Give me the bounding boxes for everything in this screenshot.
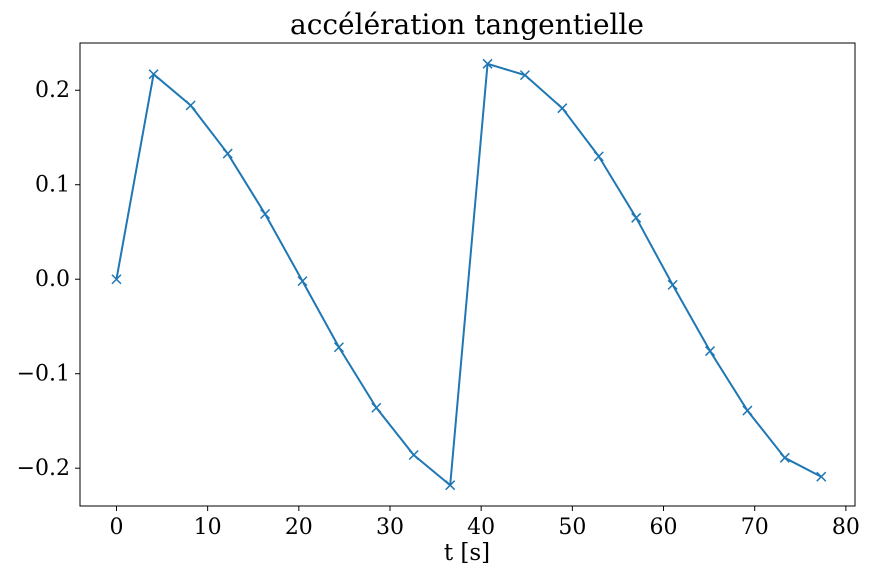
x-tick-label: 40	[467, 515, 495, 540]
data-point-marker	[816, 471, 827, 482]
plot-area: 0 10 20 30 40 50 60 70 80 −0.2 −0.1 0.0 0.1 0.2	[17, 42, 860, 540]
y-tick-label: 0.0	[35, 267, 70, 292]
marker-stroke	[222, 148, 233, 159]
marker-stroke	[297, 276, 308, 287]
y-tick-label: 0.2	[35, 78, 70, 103]
x-tick-label: 0	[109, 515, 123, 540]
y-tick-label: 0.1	[35, 173, 70, 198]
y-tick-label: −0.2	[17, 456, 70, 481]
data-point-marker	[333, 342, 344, 353]
data-point-marker	[667, 279, 678, 290]
data-point-marker	[222, 148, 233, 159]
data-point-marker	[185, 100, 196, 111]
marker-stroke	[260, 208, 271, 220]
marker-stroke	[704, 346, 716, 357]
marker-stroke	[445, 480, 456, 491]
y-tick-label: −0.1	[17, 362, 70, 387]
x-tick-label: 50	[558, 515, 586, 540]
marker-stroke	[333, 342, 344, 353]
marker-stroke	[779, 452, 790, 463]
data-point-marker	[297, 276, 308, 287]
x-tick-label: 10	[194, 515, 222, 540]
data-point-marker	[148, 69, 159, 80]
data-point-marker	[445, 480, 456, 491]
marker-stroke	[557, 103, 568, 114]
marker-stroke	[482, 58, 493, 69]
data-point-marker	[704, 346, 716, 357]
data-point-marker	[557, 103, 568, 114]
x-axis-title: t [s]	[444, 540, 490, 566]
marker-stroke	[408, 449, 419, 461]
data-point-marker	[779, 452, 790, 463]
marker-stroke	[742, 405, 753, 416]
marker-stroke	[593, 151, 604, 162]
data-point-marker	[111, 274, 122, 285]
marker-stroke	[631, 212, 642, 223]
data-point-marker	[742, 405, 753, 416]
x-tick-label: 60	[650, 515, 678, 540]
data-point-marker	[631, 212, 642, 223]
marker-stroke	[111, 274, 122, 285]
x-tick-label: 20	[285, 515, 313, 540]
data-point-marker	[371, 402, 382, 413]
marker-stroke	[667, 279, 678, 290]
data-point-marker	[260, 208, 271, 220]
x-tick-label: 30	[376, 515, 404, 540]
x-tick-label: 70	[741, 515, 769, 540]
data-point-marker	[593, 151, 604, 162]
marker-stroke	[816, 471, 827, 482]
axes-frame	[79, 42, 856, 507]
marker-stroke	[185, 100, 196, 111]
data-point-marker	[519, 70, 530, 81]
data-point-marker	[482, 58, 493, 69]
marker-stroke	[519, 70, 530, 81]
marker-stroke	[371, 402, 382, 413]
series-line	[115, 62, 822, 487]
data-point-marker	[408, 449, 419, 461]
marker-stroke	[148, 69, 159, 80]
x-tick-label: 80	[832, 515, 860, 540]
chart-title: accélération tangentielle	[290, 8, 644, 41]
